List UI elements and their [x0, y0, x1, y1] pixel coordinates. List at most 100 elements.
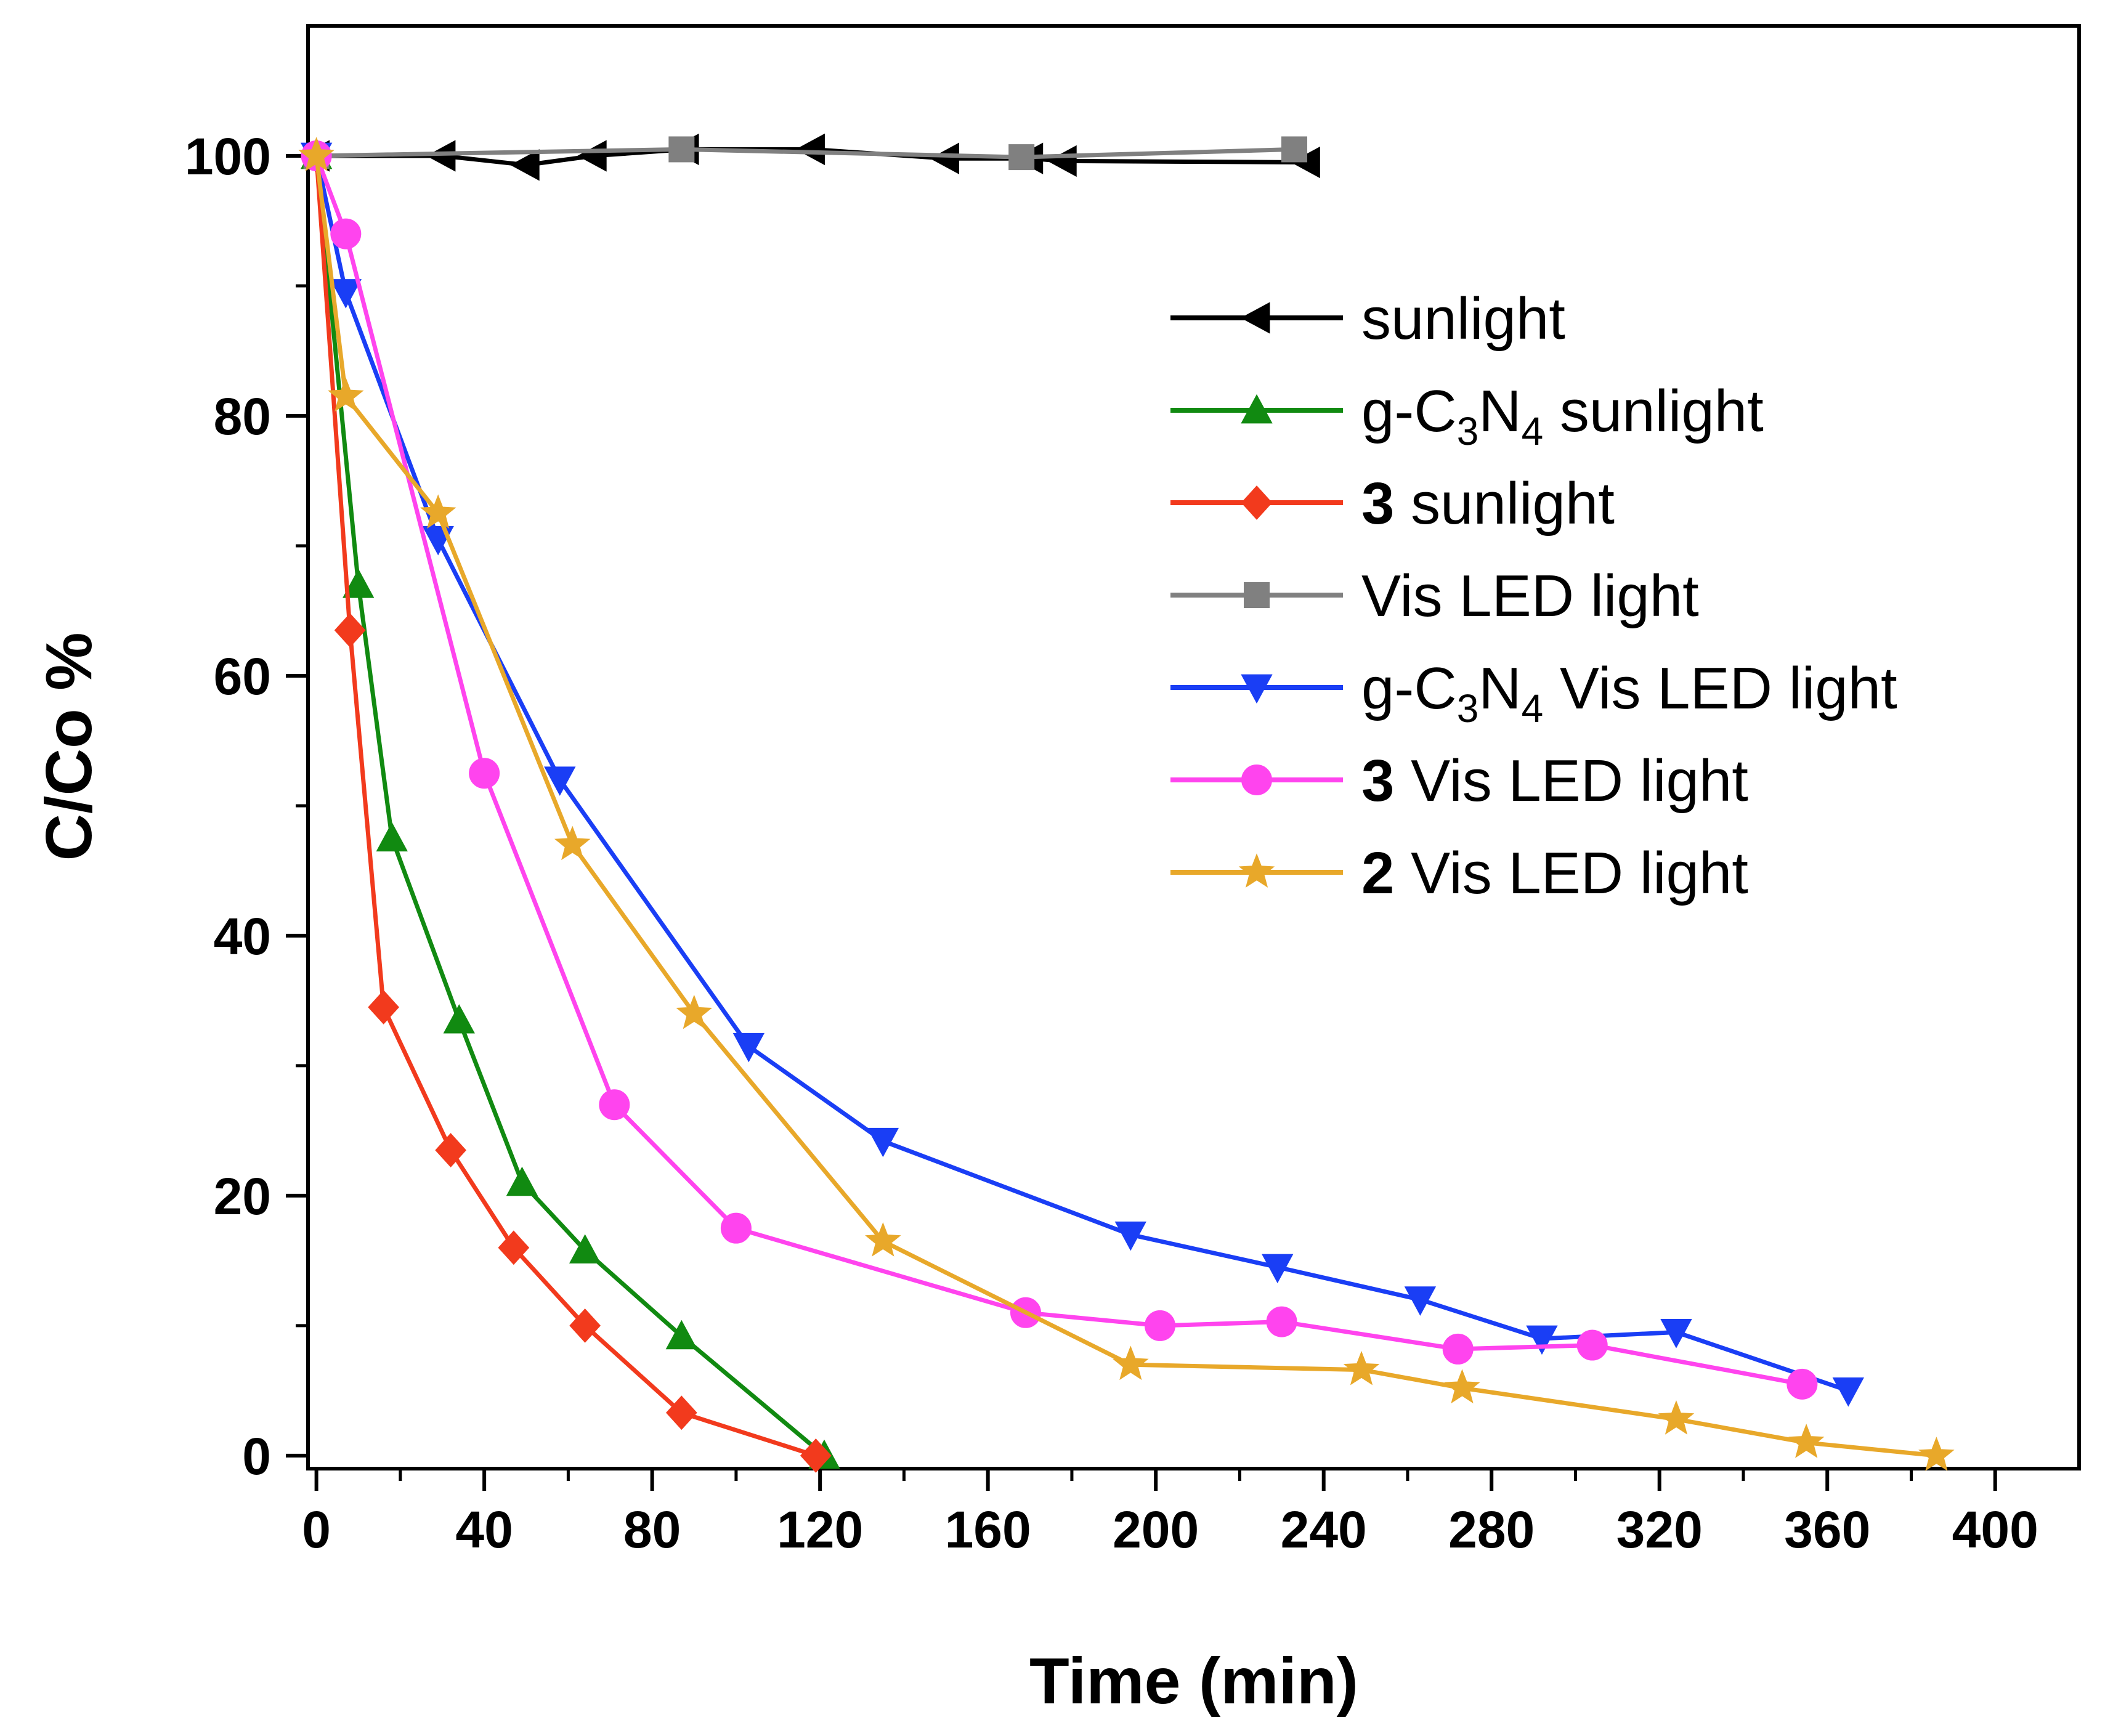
legend-label-part: N [1478, 378, 1521, 444]
data-point-c2-vis-led [298, 137, 335, 171]
legend-entry-sunlight: sunlight [1170, 286, 1565, 352]
y-tick-label: 0 [242, 1427, 271, 1485]
data-point-c3-sunlight [368, 990, 399, 1024]
data-point-gc3n4-sunlight [376, 822, 408, 852]
data-point-gc3n4-sunlight [343, 569, 375, 598]
legend-label-gc3n4-vis-led: g-C3N4 Vis LED light [1361, 655, 1897, 731]
series-line-c3-sunlight [314, 155, 817, 1458]
data-point-gc3n4-sunlight [506, 1166, 538, 1196]
x-axis-ticks: 0 40 80 120 160 200 240 280 320 360 400 [302, 1469, 2038, 1559]
series-line-gc3n4-sunlight [314, 155, 826, 1458]
x-tick-label: 400 [1952, 1501, 2038, 1559]
legend-label-part: sunlight [1543, 378, 1764, 444]
data-point-gc3n4-vis-led [544, 766, 576, 796]
legend-label-c3-sunlight: 3 sunlight [1361, 471, 1615, 537]
data-point-c2-vis-led [1788, 1424, 1825, 1458]
data-point-c3-vis-led [1144, 1310, 1175, 1341]
data-point-sunlight [577, 140, 607, 172]
data-point-c3-vis-led [599, 1089, 630, 1121]
data-point-c3-sunlight [334, 613, 366, 647]
data-point-gc3n4-sunlight [665, 1320, 698, 1350]
legend-entry-gc3n4-vis-led: g-C3N4 Vis LED light [1170, 655, 1897, 731]
plot-frame [306, 24, 2081, 1470]
legend-marker-vis-led [1244, 582, 1270, 608]
data-point-c3-sunlight [569, 1308, 601, 1343]
data-point-gc3n4-vis-led [1660, 1319, 1692, 1349]
legend-label-part: 3 [1457, 409, 1479, 453]
x-tick-label: 200 [1113, 1501, 1199, 1559]
data-point-c2-vis-led [554, 825, 591, 861]
y-tick-label: 20 [214, 1167, 271, 1225]
x-tick-label: 0 [302, 1501, 331, 1559]
data-point-gc3n4-vis-led [1114, 1221, 1146, 1251]
data-point-c2-vis-led [420, 494, 456, 529]
legend-entry-c2-vis-led: 2 Vis LED light [1170, 840, 1748, 906]
legend-label-part: 3 [1457, 686, 1479, 731]
data-point-c3-sunlight [435, 1133, 466, 1167]
y-tick-label: 80 [214, 387, 271, 445]
data-point-gc3n4-sunlight [443, 1004, 475, 1034]
data-point-c3-vis-led [469, 758, 500, 789]
series-layer [298, 133, 1955, 1473]
data-point-vis-led [1281, 136, 1308, 163]
data-point-c2-vis-led [1918, 1437, 1955, 1471]
data-point-gc3n4-vis-led [867, 1127, 899, 1158]
legend-marker-sunlight [1240, 302, 1270, 334]
y-axis-title: C/Co % [33, 633, 105, 861]
y-tick-label: 40 [214, 907, 271, 965]
data-point-c3-vis-led [720, 1212, 752, 1244]
data-point-gc3n4-vis-led [1832, 1377, 1864, 1407]
legend-label-part: g-C [1361, 378, 1457, 444]
legend-label-part: 3 [1361, 471, 1394, 537]
legend-label-gc3n4-sunlight: g-C3N4 sunlight [1361, 378, 1764, 453]
series-line-gc3n4-vis-led [314, 155, 1849, 1393]
data-point-sunlight [795, 133, 825, 166]
data-point-vis-led [668, 136, 695, 163]
y-axis-ticks: 0 20 40 60 80 100 [185, 128, 308, 1485]
data-point-sunlight [510, 149, 540, 181]
data-point-c2-vis-led [676, 994, 713, 1029]
x-tick-label: 40 [455, 1501, 513, 1559]
legend-label-part: N [1478, 655, 1521, 721]
legend-label-part: Vis LED light [1394, 748, 1748, 814]
x-tick-label: 80 [623, 1501, 681, 1559]
legend-marker-gc3n4-vis-led [1241, 674, 1273, 704]
data-point-gc3n4-vis-led [1262, 1254, 1294, 1284]
data-point-gc3n4-sunlight [569, 1234, 601, 1263]
y-tick-label: 100 [185, 128, 271, 185]
data-point-c3-vis-led [1442, 1333, 1474, 1365]
y-tick-label: 60 [214, 647, 271, 705]
legend-entry-c3-vis-led: 3 Vis LED light [1170, 748, 1748, 814]
data-point-c2-vis-led [328, 377, 364, 412]
data-point-gc3n4-vis-led [1526, 1325, 1558, 1355]
legend-label-part: Vis LED light [1361, 563, 1699, 629]
x-tick-label: 320 [1616, 1501, 1703, 1559]
legend-label-vis-led: Vis LED light [1361, 563, 1699, 629]
data-point-c2-vis-led [1444, 1369, 1480, 1404]
data-point-gc3n4-vis-led [732, 1032, 765, 1063]
legend-marker-c2-vis-led [1238, 853, 1275, 888]
x-axis-title: Time (min) [1029, 1645, 1358, 1718]
x-tick-label: 160 [945, 1501, 1031, 1559]
data-point-gc3n4-vis-led [330, 279, 362, 309]
data-point-c2-vis-led [1343, 1350, 1380, 1385]
x-tick-label: 280 [1448, 1501, 1535, 1559]
legend-label-part: sunlight [1394, 471, 1615, 537]
data-point-c2-vis-led [1658, 1400, 1695, 1435]
data-point-sunlight [426, 140, 456, 172]
legend-entry-gc3n4-sunlight: g-C3N4 sunlight [1170, 378, 1764, 453]
legend-label-part: 2 [1361, 840, 1394, 906]
legend-label-part: g-C [1361, 655, 1457, 721]
data-point-c3-vis-led [1787, 1368, 1818, 1400]
legend-marker-c3-vis-led [1241, 765, 1272, 795]
legend-label-part: 4 [1522, 686, 1544, 731]
legend-label-part: Vis LED light [1394, 840, 1748, 906]
legend-label-c3-vis-led: 3 Vis LED light [1361, 748, 1748, 814]
legend-marker-gc3n4-sunlight [1241, 394, 1273, 424]
data-point-gc3n4-vis-led [1404, 1286, 1437, 1316]
data-point-c2-vis-led [1113, 1345, 1149, 1381]
data-point-c3-sunlight [498, 1230, 530, 1265]
data-point-c3-sunlight [800, 1438, 832, 1473]
